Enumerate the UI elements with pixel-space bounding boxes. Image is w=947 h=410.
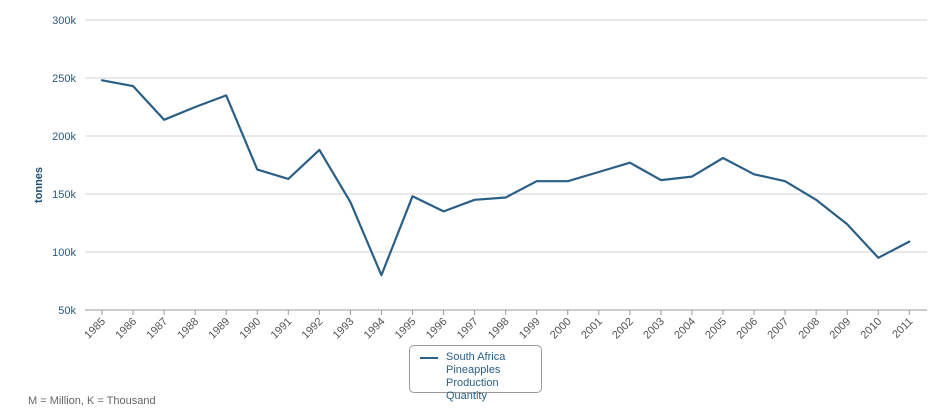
x-tick-label: 2011 bbox=[890, 316, 915, 341]
legend-label: South Africa Pineapples Production Quant… bbox=[446, 351, 506, 402]
x-tick-label: 1991 bbox=[269, 316, 295, 342]
x-tick-label: 2005 bbox=[703, 316, 729, 342]
x-tick-label: 2009 bbox=[828, 316, 854, 342]
x-tick-label: 1999 bbox=[517, 316, 543, 342]
x-tick-label: 2006 bbox=[734, 316, 760, 342]
x-tick-label: 1996 bbox=[424, 316, 450, 342]
y-tick-label: 100k bbox=[52, 247, 76, 259]
x-tick-label: 1986 bbox=[113, 316, 139, 342]
y-tick-label: 200k bbox=[52, 131, 76, 143]
x-tick-label: 1995 bbox=[393, 316, 419, 342]
y-axis-label: tonnes bbox=[33, 167, 45, 203]
x-tick-label: 1985 bbox=[82, 316, 108, 342]
y-axis-tick-labels: 50k 100k 150k 200k 250k 300k bbox=[52, 15, 76, 317]
footnote: M = Million, K = Thousand bbox=[28, 395, 156, 407]
legend[interactable]: South Africa Pineapples Production Quant… bbox=[409, 345, 542, 402]
x-tick-label: 2000 bbox=[548, 316, 574, 342]
x-tick-label: 1989 bbox=[207, 316, 233, 342]
series-layer bbox=[100, 79, 911, 277]
legend-swatch bbox=[420, 357, 438, 359]
grid-lines bbox=[85, 19, 927, 315]
x-tick-label: 2001 bbox=[579, 316, 605, 342]
x-tick-label: 2002 bbox=[610, 316, 636, 342]
x-tick-label: 2008 bbox=[796, 316, 822, 342]
series-line[interactable] bbox=[100, 79, 911, 277]
x-tick-label: 1994 bbox=[362, 316, 388, 342]
x-tick-label: 2003 bbox=[641, 316, 667, 342]
x-tick-label: 2010 bbox=[859, 316, 885, 342]
y-tick-label: 150k bbox=[52, 189, 76, 201]
x-axis-tick-labels: 1985 1986 1987 1988 1989 1990 1991 1992 1993 1994… bbox=[82, 316, 915, 342]
y-tick-label: 300k bbox=[52, 15, 76, 27]
x-tick-label: 1997 bbox=[455, 316, 481, 342]
x-tick-label: 2007 bbox=[765, 316, 791, 342]
y-tick-label: 250k bbox=[52, 73, 76, 85]
x-tick-label: 1998 bbox=[486, 316, 512, 342]
x-tick-label: 2004 bbox=[672, 316, 698, 342]
y-tick-label: 50k bbox=[58, 305, 76, 317]
x-tick-label: 1988 bbox=[175, 316, 201, 342]
x-tick-label: 1993 bbox=[331, 316, 357, 342]
x-tick-label: 1992 bbox=[300, 316, 326, 342]
x-tick-label: 1987 bbox=[144, 316, 170, 342]
x-tick-label: 1990 bbox=[238, 316, 264, 342]
